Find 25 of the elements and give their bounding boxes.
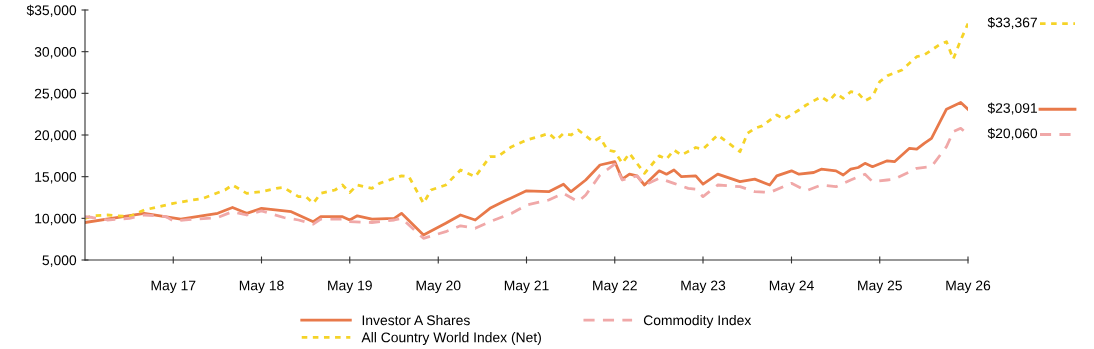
annotation: $23,091 bbox=[987, 102, 1037, 115]
x-tick-label: May 18 bbox=[239, 280, 284, 294]
line-series bbox=[85, 22, 968, 220]
y-tick-label: 15,000 bbox=[35, 172, 77, 184]
y-tick-label: 5,000 bbox=[42, 255, 77, 267]
x-tick-label: May 26 bbox=[946, 280, 991, 294]
x-tick-label: May 22 bbox=[593, 280, 637, 294]
y-tick-label: 30,000 bbox=[34, 47, 77, 59]
annotation: $20,060 bbox=[987, 127, 1038, 140]
x-tick-label: May 23 bbox=[681, 280, 726, 294]
legend-label: All Country World Index (Net) bbox=[361, 332, 541, 346]
x-tick-label: May 20 bbox=[416, 280, 461, 294]
legend-label: Investor A Shares bbox=[362, 315, 470, 326]
x-tick-label: May 24 bbox=[769, 280, 814, 294]
legend-label: Commodity Index bbox=[643, 315, 752, 328]
y-tick-label: 10,000 bbox=[35, 213, 77, 226]
y-tick-label: 20,000 bbox=[34, 130, 77, 142]
x-tick-label: May 19 bbox=[328, 280, 372, 294]
y-tick-label: 25,000 bbox=[34, 88, 77, 101]
annotation: $33,367 bbox=[987, 16, 1037, 29]
x-tick-label: May 21 bbox=[504, 280, 549, 294]
x-tick-label: May 25 bbox=[858, 280, 902, 294]
line-series bbox=[85, 101, 968, 237]
y-tick-label: $35,000 bbox=[26, 4, 77, 17]
x-tick-label: May 17 bbox=[151, 280, 196, 294]
